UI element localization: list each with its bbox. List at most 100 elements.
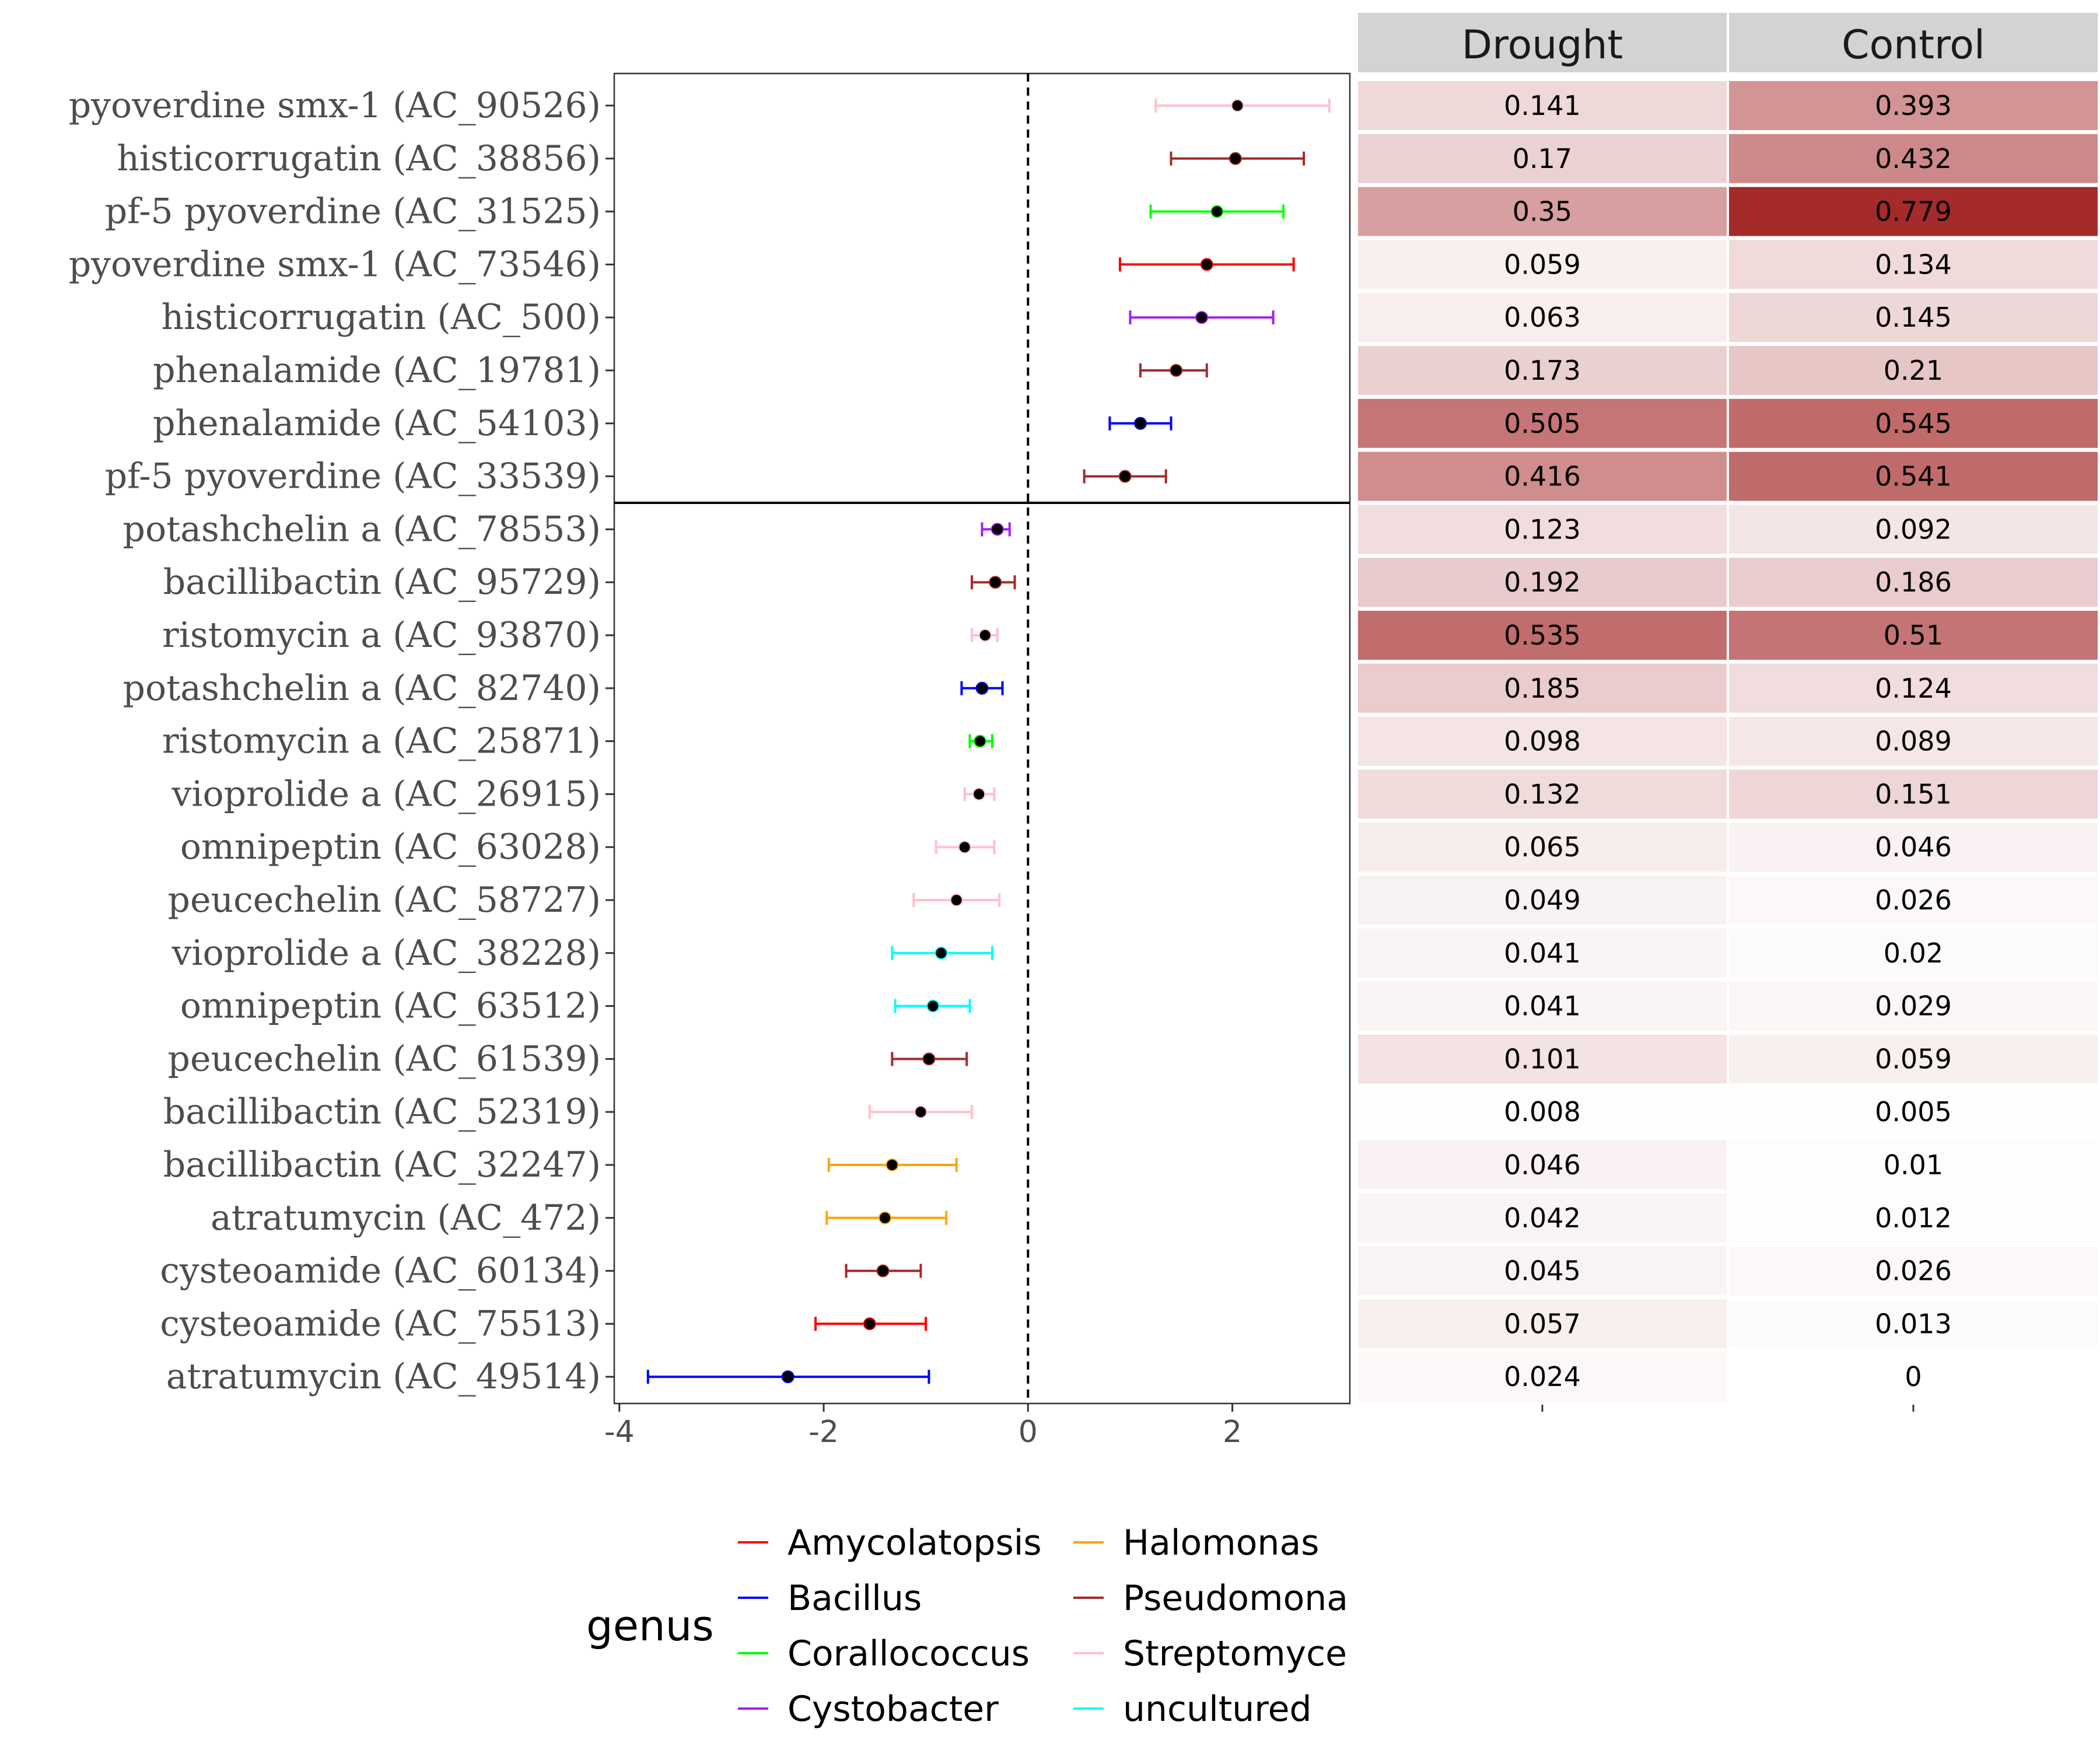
y-tick-label: peucechelin (AC_58727) <box>168 880 601 921</box>
heatmap-cell-value: 0.51 <box>1884 620 1943 651</box>
data-point <box>886 1158 899 1171</box>
heatmap-cell <box>1358 716 1727 766</box>
y-tick-label: cysteoamide (AC_75513) <box>160 1303 601 1344</box>
heatmap-cell <box>1729 558 2098 607</box>
heatmap-cell-value: 0.049 <box>1504 884 1581 916</box>
y-tick-label: pyoverdine smx-1 (AC_90526) <box>69 85 601 126</box>
data-point <box>1170 364 1183 377</box>
heatmap-cell <box>1729 452 2098 501</box>
heatmap-cell-value: 0.013 <box>1875 1308 1952 1339</box>
data-point <box>973 734 986 748</box>
heatmap-cell-value: 0.045 <box>1504 1255 1581 1287</box>
heatmap-cell-value: 0.098 <box>1504 726 1581 757</box>
heatmap-cell-value: 0.535 <box>1504 620 1581 651</box>
heatmap-cell-value: 0.026 <box>1875 1255 1952 1287</box>
heatmap-cell <box>1729 1299 2098 1349</box>
heatmap-cell <box>1729 769 2098 819</box>
heatmap-cell-value: 0.132 <box>1504 778 1581 810</box>
heatmap-cell-value: 0.041 <box>1504 991 1581 1022</box>
data-point <box>914 1105 928 1119</box>
y-tick-label: vioprolide a (AC_26915) <box>171 774 601 814</box>
heatmap-cell <box>1729 346 2098 395</box>
heatmap-cell-value: 0.432 <box>1875 143 1952 174</box>
heatmap-cell-value: 0.186 <box>1875 566 1952 598</box>
heatmap-cell-value: 0.046 <box>1504 1149 1581 1181</box>
heatmap-cell-value: 0.393 <box>1875 90 1952 121</box>
heatmap-cell <box>1729 505 2098 554</box>
forest-plot: pyoverdine smx-1 (AC_90526) histicorrugat… <box>69 72 1351 1450</box>
data-point <box>978 629 992 642</box>
data-point <box>922 1052 936 1066</box>
heatmap-cell-value: 0.192 <box>1504 566 1581 598</box>
heatmap-cell-value: 0.029 <box>1875 991 1952 1022</box>
legend-item-label: Halomonas <box>1123 1522 1319 1563</box>
heatmap-cell <box>1729 981 2098 1031</box>
heatmap-cell-value: 0.059 <box>1504 249 1581 280</box>
legend-item-label: Pseudomona <box>1123 1578 1348 1619</box>
data-point <box>935 946 948 960</box>
heatmap-cell <box>1729 1193 2098 1242</box>
y-tick-label: ristomycin a (AC_93870) <box>162 615 601 656</box>
heatmap-cell <box>1729 134 2098 183</box>
heatmap-cell-value: 0.151 <box>1875 778 1952 810</box>
y-tick-label: phenalamide (AC_19781) <box>153 350 601 391</box>
heatmap-cell <box>1729 1034 2098 1084</box>
y-tick-label: potashchelin a (AC_82740) <box>123 668 601 709</box>
data-point <box>1195 311 1209 324</box>
heatmap-cell-value: 0.173 <box>1504 355 1581 386</box>
heatmap-cell <box>1358 1034 1727 1084</box>
data-point <box>863 1317 876 1331</box>
legend-item-label: uncultured <box>1123 1689 1312 1730</box>
heatmap-cell-value: 0.35 <box>1513 196 1572 228</box>
heatmap-cell-value: 0.065 <box>1504 831 1581 863</box>
y-tick-label: atratumycin (AC_49514) <box>166 1356 601 1397</box>
heatmap-cell <box>1729 716 2098 766</box>
heatmap-cell <box>1358 1140 1727 1189</box>
heatmap-cell-value: 0.21 <box>1884 355 1943 386</box>
heatmap-column-title: Drought <box>1462 22 1623 68</box>
heatmap-cell-value: 0.779 <box>1875 196 1952 228</box>
heatmap-cell-value: 0.026 <box>1875 884 1952 916</box>
y-tick-label: omnipeptin (AC_63512) <box>180 986 601 1027</box>
heatmap-cell-value: 0.042 <box>1504 1202 1581 1234</box>
heatmap-cell <box>1358 1352 1727 1402</box>
heatmap-cell-value: 0.185 <box>1504 673 1581 704</box>
legend-item-label: Corallococcus <box>788 1633 1030 1674</box>
y-tick-label: histicorrugatin (AC_500) <box>162 297 601 338</box>
heatmap-cell-value: 0.123 <box>1504 513 1581 545</box>
heatmap-cell <box>1729 611 2098 660</box>
data-point <box>972 788 986 801</box>
data-point <box>926 999 940 1013</box>
legend-title: genus <box>586 1601 714 1650</box>
legend-item-label: Bacillus <box>788 1578 922 1619</box>
heatmap-cell-value: 0.145 <box>1875 302 1952 333</box>
heatmap-cell-value: 0.416 <box>1504 461 1581 492</box>
heatmap-cell <box>1729 876 2098 925</box>
legend-item-label: Streptomyce <box>1123 1633 1347 1674</box>
y-tick-label: potashchelin a (AC_78553) <box>123 509 601 550</box>
heatmap-cell <box>1358 663 1727 713</box>
heatmap-cell-value: 0.134 <box>1875 249 1952 280</box>
heatmap-cell <box>1729 81 2098 130</box>
heatmap-cell <box>1358 558 1727 607</box>
data-point <box>975 681 989 695</box>
heatmap-cell-value: 0.505 <box>1504 408 1581 439</box>
heatmap-cell <box>1358 876 1727 925</box>
heatmap-cell <box>1358 1193 1727 1242</box>
heatmap-cell <box>1358 187 1727 236</box>
heatmap-cell-value: 0.124 <box>1875 673 1952 704</box>
y-tick-label: bacillibactin (AC_32247) <box>163 1144 601 1185</box>
y-tick-label: phenalamide (AC_54103) <box>153 403 601 444</box>
y-tick-label: bacillibactin (AC_95729) <box>163 562 601 603</box>
data-point <box>1200 258 1213 271</box>
heatmap-cell <box>1358 1299 1727 1349</box>
heatmap-cell <box>1358 1246 1727 1296</box>
heatmap-cell <box>1729 1352 2098 1402</box>
legend-item-label: Cystobacter <box>788 1689 999 1730</box>
heatmap-cell <box>1358 769 1727 819</box>
heatmap-cell-value: 0.008 <box>1504 1096 1581 1128</box>
data-point <box>1133 416 1147 430</box>
y-tick-label: vioprolide a (AC_38228) <box>171 933 601 974</box>
data-point <box>989 576 1002 589</box>
